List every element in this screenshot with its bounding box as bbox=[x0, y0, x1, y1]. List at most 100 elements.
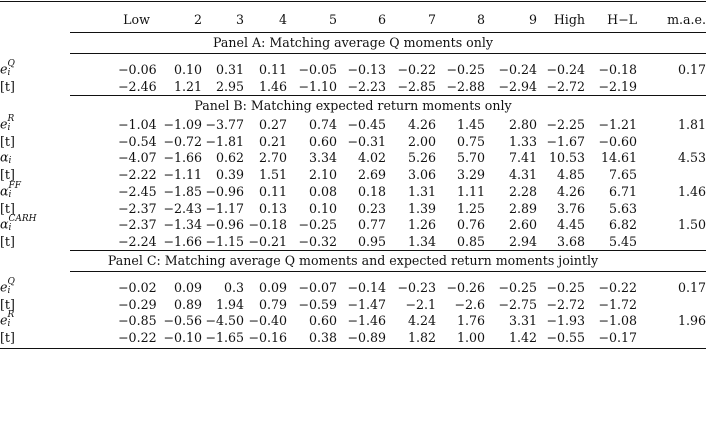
table-cell: −1.65 bbox=[205, 330, 244, 345]
table-cell: 0.09 bbox=[173, 279, 202, 295]
table-cell: 1.34 bbox=[407, 234, 436, 249]
table-cell: −0.26 bbox=[446, 279, 485, 295]
table-cell: −0.14 bbox=[347, 279, 386, 295]
panel-title: Panel A: Matching average Q moments only bbox=[212, 35, 494, 50]
row-superscript: Q bbox=[7, 59, 15, 69]
table-cell: 4.45 bbox=[556, 217, 585, 233]
table-cell: 2.10 bbox=[308, 167, 337, 182]
table-cell: −1.17 bbox=[205, 200, 244, 216]
table-cell: −0.55 bbox=[546, 330, 585, 345]
spacer-row bbox=[0, 53, 706, 61]
column-header: m.a.e. bbox=[667, 12, 706, 27]
table-cell: −1.15 bbox=[205, 234, 244, 249]
table-cell: −2.19 bbox=[598, 79, 637, 94]
table-cell: −2.72 bbox=[546, 79, 585, 94]
table-cell: −2.72 bbox=[546, 296, 585, 312]
table-row: α​i−4.07 −1.66 0.62 2.70 3.34 4.02 5.26 5.70 7.4… bbox=[0, 149, 706, 167]
table-cell: 1.42 bbox=[508, 330, 537, 345]
row-label-text: [t] bbox=[0, 200, 15, 216]
table-cell: 1.94 bbox=[215, 296, 244, 312]
row-label-text: [t] bbox=[0, 167, 15, 182]
table-cell: −1.21 bbox=[598, 116, 637, 132]
table-cell: 1.31 bbox=[407, 183, 436, 199]
table-cell: −1.04 bbox=[118, 116, 157, 132]
table-cell: −2.85 bbox=[397, 79, 436, 94]
table-cell: −0.25 bbox=[446, 62, 485, 78]
table-cell: 0.38 bbox=[308, 330, 337, 345]
table-cell: 1.25 bbox=[456, 200, 485, 216]
row-label-text: [t] bbox=[0, 79, 15, 94]
table-cell: 0.08 bbox=[308, 183, 337, 199]
table-cell: −2.1 bbox=[405, 296, 436, 312]
table-cell: −0.17 bbox=[598, 330, 637, 345]
table-cell: −0.25 bbox=[498, 279, 537, 295]
row-symbol: α bbox=[0, 183, 9, 198]
column-header: 5 bbox=[328, 12, 337, 27]
column-header: 9 bbox=[528, 12, 537, 27]
table-cell: −0.31 bbox=[347, 133, 386, 149]
table-cell: 0.60 bbox=[308, 313, 337, 329]
table-cell: 4.24 bbox=[407, 313, 436, 329]
table-cell bbox=[637, 201, 706, 217]
table-cell: −0.22 bbox=[598, 279, 637, 295]
table-cell: 4.31 bbox=[508, 167, 537, 182]
table-cell: −1.66 bbox=[163, 234, 202, 249]
table-cell: 0.23 bbox=[357, 200, 386, 216]
table-cell: −0.56 bbox=[163, 313, 202, 329]
table-cell: −0.18 bbox=[598, 62, 637, 78]
table-cell: 1.76 bbox=[456, 313, 485, 329]
table-cell: −0.22 bbox=[397, 62, 436, 78]
table-cell: −2.25 bbox=[546, 116, 585, 132]
table-cell: −0.16 bbox=[248, 330, 287, 345]
table-cell: 0.10 bbox=[173, 62, 202, 78]
table-cell: −0.23 bbox=[397, 279, 436, 295]
table-cell: 5.63 bbox=[608, 200, 637, 216]
table-cell: 2.60 bbox=[508, 217, 537, 233]
table-cell: 0.77 bbox=[357, 217, 386, 233]
table-cell: 1.11 bbox=[456, 183, 485, 199]
panel-rule bbox=[70, 53, 706, 54]
panel-title-row: Panel A: Matching average Q moments only bbox=[0, 32, 706, 53]
table-cell: 3.68 bbox=[556, 234, 585, 249]
row-symbol: α bbox=[0, 149, 9, 165]
table-cell: 1.46 bbox=[677, 183, 706, 199]
table-cell: −2.75 bbox=[498, 296, 537, 312]
table-cell: 0.85 bbox=[456, 234, 485, 249]
table-cell bbox=[637, 79, 706, 95]
table-cell: −2.37 bbox=[118, 217, 157, 233]
table-cell: 0.27 bbox=[258, 116, 287, 132]
row-symbol: e bbox=[0, 116, 8, 131]
table-cell: 2.80 bbox=[508, 116, 537, 132]
row-label: [t] bbox=[0, 330, 118, 346]
row-superscript: R bbox=[7, 113, 15, 124]
table-row: [t] −2.24 −1.66 −1.15 −0.21 −0.32 0.95 1.34 0.85… bbox=[0, 234, 706, 250]
table-cell: 0.10 bbox=[308, 200, 337, 216]
table-cell: −0.96 bbox=[205, 183, 244, 199]
table-cell: 0.21 bbox=[258, 133, 287, 149]
table-row: α CARH i −2.37 −1.34 −0.96 −0.18 −0.25 0.77 1.26 0… bbox=[0, 215, 706, 234]
table-cell: 5.45 bbox=[608, 234, 637, 249]
table-cell bbox=[637, 297, 706, 313]
table-cell: 3.34 bbox=[308, 150, 337, 166]
table-cell bbox=[637, 330, 706, 346]
table-cell: 2.00 bbox=[407, 133, 436, 149]
panel-title-row: Panel C: Matching average Q moments and … bbox=[0, 250, 706, 271]
table-row: α FF i −2.45 −1.85 −0.96 0.11 0.08 0.18 1.31 1.11 2… bbox=[0, 181, 706, 201]
table-cell bbox=[637, 167, 706, 183]
table-cell: 0.11 bbox=[258, 62, 287, 78]
row-label: α CARH i bbox=[0, 215, 118, 234]
row-symbol: α bbox=[0, 216, 9, 232]
row-symbol: e bbox=[0, 61, 8, 77]
table-cell: −2.45 bbox=[118, 183, 157, 199]
table-cell: −0.59 bbox=[298, 296, 337, 312]
column-header: 4 bbox=[278, 12, 287, 27]
table-cell: −0.45 bbox=[347, 116, 386, 132]
table-cell: 1.50 bbox=[677, 217, 706, 233]
table-cell: −1.67 bbox=[546, 133, 585, 149]
row-label: α FF i bbox=[0, 181, 118, 201]
results-table: Low 2 3 4 5 6 7 8 9 High H−L m.a.e. Panel A: Matchin… bbox=[0, 12, 706, 346]
